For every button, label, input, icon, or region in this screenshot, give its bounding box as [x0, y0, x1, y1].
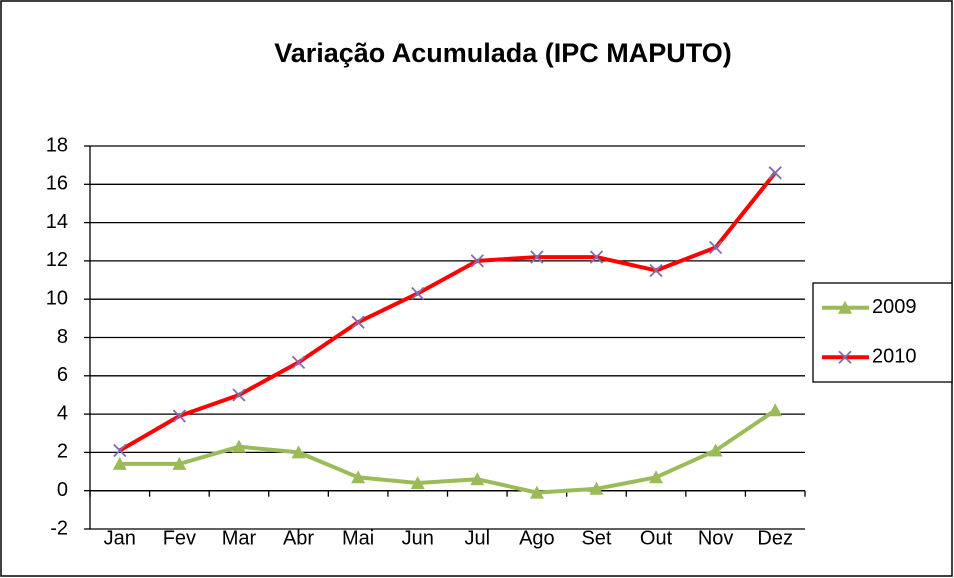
- marker: [231, 439, 246, 453]
- y-tick-label: 10: [46, 287, 68, 309]
- x-tick-label: Ago: [519, 527, 555, 549]
- marker: [470, 472, 485, 486]
- x-tick-label: Mai: [342, 527, 374, 549]
- x-tick-label: Out: [640, 527, 673, 549]
- marker: [708, 443, 723, 457]
- marker: [351, 470, 366, 484]
- marker: [291, 355, 306, 370]
- x-tick-label: Jan: [104, 527, 136, 549]
- x-tick-label: Set: [581, 527, 611, 549]
- x-tick-label: Jul: [465, 527, 491, 549]
- marker: [351, 315, 365, 329]
- y-tick-label: 14: [46, 211, 68, 233]
- marker: [838, 350, 852, 364]
- y-tick-label: -2: [50, 517, 68, 539]
- y-tick-label: 8: [57, 326, 68, 348]
- x-tick-label: Abr: [283, 527, 314, 549]
- series-line: [119, 408, 777, 495]
- legend-label: 2010: [872, 346, 917, 368]
- x-tick-label: Fev: [163, 527, 196, 549]
- x-tick-label: Mar: [222, 527, 257, 549]
- marker: [232, 388, 246, 402]
- y-tick-label: 6: [57, 364, 68, 386]
- y-tick-label: 4: [57, 402, 68, 424]
- marker: [768, 403, 783, 417]
- marker: [112, 456, 127, 470]
- x-tick-label: Dez: [757, 527, 793, 549]
- marker: [708, 240, 723, 255]
- chart-title: Variação Acumulada (IPC MAPUTO): [274, 38, 732, 68]
- marker: [589, 250, 604, 264]
- x-tick-label: Nov: [698, 527, 734, 549]
- marker: [649, 263, 663, 278]
- marker: [530, 250, 544, 264]
- legend-box: [812, 282, 953, 383]
- marker: [529, 485, 544, 499]
- marker: [172, 456, 187, 470]
- x-tick-label: Jun: [402, 527, 434, 549]
- legend-label: 2009: [872, 296, 917, 318]
- marker: [589, 481, 604, 495]
- marker: [172, 409, 187, 423]
- marker: [113, 443, 127, 458]
- y-tick-label: 16: [46, 173, 68, 195]
- marker: [411, 286, 425, 301]
- marker: [838, 300, 852, 314]
- marker: [649, 470, 664, 484]
- marker: [410, 476, 425, 490]
- series-line: [118, 171, 777, 453]
- marker: [291, 445, 306, 459]
- y-tick-label: 0: [57, 479, 68, 501]
- y-tick-label: 18: [46, 134, 68, 156]
- y-tick-label: 2: [57, 441, 68, 463]
- y-tick-label: 12: [46, 249, 68, 271]
- marker: [470, 254, 484, 268]
- marker: [768, 166, 782, 180]
